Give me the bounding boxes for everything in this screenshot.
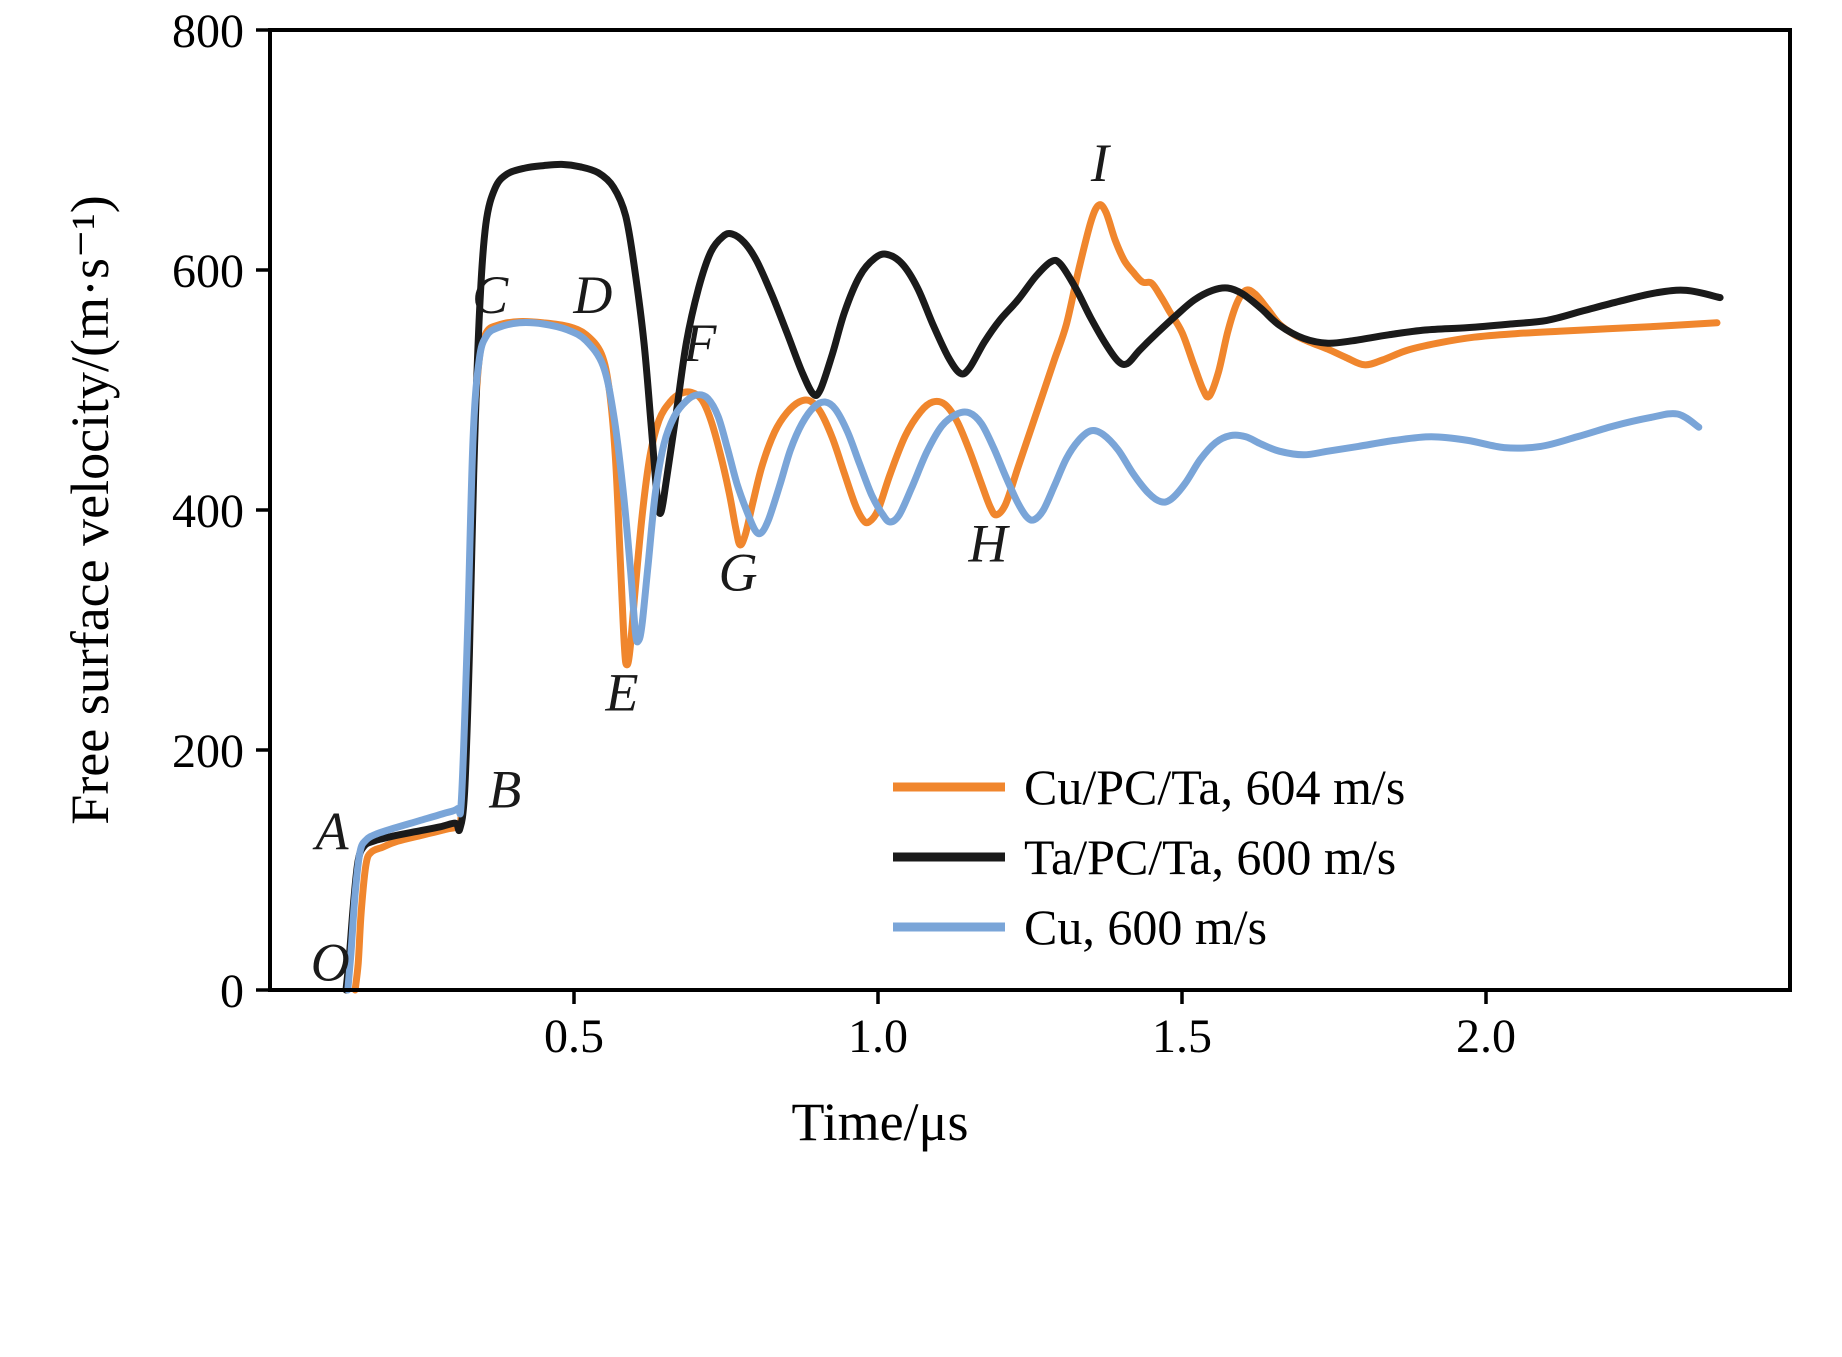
legend-label-2: Cu, 600 m/s xyxy=(1024,899,1267,955)
point-label-C: C xyxy=(472,265,509,325)
point-label-E: E xyxy=(605,662,639,722)
y-tick-label: 0 xyxy=(220,965,244,1018)
legend-label-0: Cu/PC/Ta, 604 m/s xyxy=(1024,759,1405,815)
y-tick-label: 400 xyxy=(172,485,244,538)
y-axis-label: Free surface velocity/(m·s⁻¹) xyxy=(60,195,120,824)
point-label-O: O xyxy=(311,932,350,992)
point-annotations: O A B C D E F G H I xyxy=(311,133,1112,992)
y-tick-label: 200 xyxy=(172,725,244,778)
point-label-A: A xyxy=(313,802,350,862)
point-label-H: H xyxy=(968,514,1011,574)
y-tick-label: 600 xyxy=(172,245,244,298)
point-label-F: F xyxy=(682,313,717,373)
y-tick-label: 800 xyxy=(172,5,244,58)
point-label-B: B xyxy=(488,760,521,820)
x-axis-label: Time/μs xyxy=(791,1092,968,1152)
x-tick-label: 0.5 xyxy=(544,1010,604,1063)
series-lines xyxy=(342,160,1724,994)
x-tick-label: 1.0 xyxy=(848,1010,908,1063)
legend-label-1: Ta/PC/Ta, 600 m/s xyxy=(1024,829,1396,885)
x-tick-label: 2.0 xyxy=(1456,1010,1516,1063)
x-tick-label: 1.5 xyxy=(1152,1010,1212,1063)
point-label-D: D xyxy=(572,265,612,325)
series-line-2 xyxy=(344,319,1703,994)
point-label-I: I xyxy=(1090,133,1112,193)
axis-ticks: 0.5 1.0 1.5 2.0 0 200 400 600 800 xyxy=(172,5,1516,1063)
point-label-G: G xyxy=(719,542,758,602)
legend: Cu/PC/Ta, 604 m/s Ta/PC/Ta, 600 m/s Cu, 60… xyxy=(893,759,1405,955)
